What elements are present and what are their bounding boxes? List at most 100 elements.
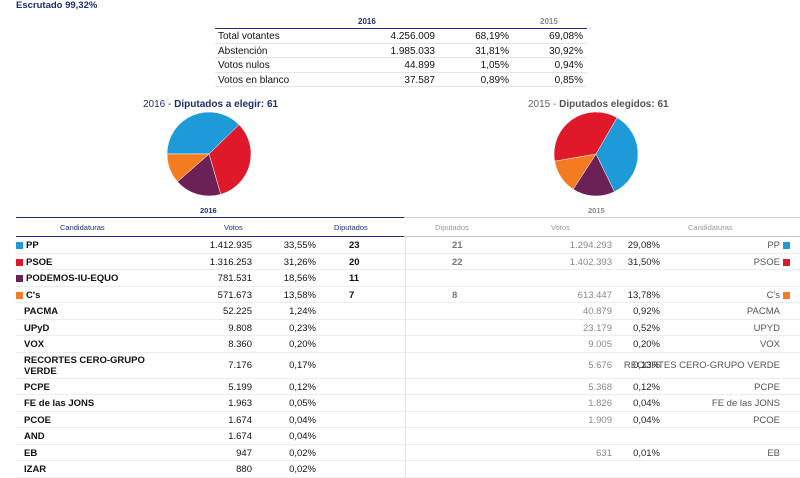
party-votes: 1.674 — [228, 431, 252, 442]
party-name-prev: FE de las JONS — [711, 398, 780, 409]
pie-title-current-year: 2016 - — [143, 99, 175, 110]
pie-slice-podemos — [572, 153, 615, 197]
party-name-prev: VOX — [759, 339, 780, 350]
party-name: VOX — [24, 339, 45, 350]
party-votes-prev: 1.294.293 — [569, 240, 612, 251]
summary-row: Total votantes 4.256.009 68,19% 69,08% — [215, 29, 587, 44]
party-votes: 8.360 — [228, 339, 252, 350]
party-votes: 9.808 — [228, 322, 252, 334]
header-votos: Votos — [224, 223, 243, 232]
party-name-prev: EB — [767, 447, 780, 459]
party-name: PSOE — [26, 256, 53, 268]
party-votes: 1.316.253 — [209, 256, 252, 268]
party-name-prev: PSOE — [753, 256, 780, 268]
summary-pct-current: 31,81% — [475, 45, 509, 57]
pie-slice-c-s — [166, 153, 210, 183]
party-color-swatch — [16, 275, 23, 282]
pie-title-previous-year: 2015 - — [528, 99, 560, 110]
header-diputados-prev: Diputados — [435, 223, 469, 232]
party-pct: 0,17% — [289, 359, 316, 371]
party-pct: 18,56% — [283, 273, 316, 284]
pie-slice-podemos-iu-equo — [177, 153, 222, 197]
pie-slice-psoe — [208, 124, 252, 195]
results-row: UPyD 9.808 0,23% 23.179 0,52% UPYD — [16, 320, 800, 336]
results-row: PACMA 52.225 1,24% 40.879 0,92% PACMA — [16, 303, 800, 320]
pie-slice-pp — [166, 111, 240, 155]
party-name-prev: PACMA — [746, 306, 780, 317]
results-row: RECORTES CERO-GRUPO VERDE 7.176 0,17% 5.676… — [16, 353, 800, 379]
results-header: Candidaturas Votos Diputados Diputados V… — [16, 217, 800, 237]
summary-pct-current: 1,05% — [480, 60, 509, 71]
summary-year-previous: 2015 — [540, 17, 558, 26]
party-pct: 0,20% — [289, 339, 316, 350]
pie-title-current-label: Diputados a elegir: — [174, 99, 265, 110]
party-name: EB — [24, 447, 38, 459]
summary-label: Votos en blanco — [218, 74, 290, 86]
participation-summary-table: 2016 2015 Total votantes 4.256.009 68,19% 6… — [215, 14, 587, 87]
party-name-prev: PCOE — [753, 414, 780, 426]
party-votes-prev: 1.826 — [588, 398, 612, 409]
header-votos-prev: Votos — [551, 223, 570, 232]
summary-votes: 37.587 — [404, 74, 435, 86]
party-pct-prev: 0,12% — [633, 381, 660, 393]
party-votes: 1.963 — [228, 398, 252, 409]
results-year-current: 2016 — [200, 206, 217, 215]
pie-slice-psoe — [553, 111, 618, 162]
pie-title-previous-count: 61 — [657, 99, 669, 110]
party-pct: 0,02% — [289, 464, 316, 475]
summary-votes: 44.899 — [404, 60, 435, 71]
party-name: UPyD — [24, 322, 50, 334]
party-pct-prev: 0,20% — [633, 339, 660, 350]
party-pct-prev: 0,04% — [633, 414, 660, 426]
party-name: PCOE — [24, 414, 51, 426]
scrutiny-status: Escrutado 99,32% — [16, 0, 98, 11]
summary-pct-previous: 0,94% — [554, 60, 583, 71]
party-pct: 1,24% — [289, 306, 316, 317]
party-name-prev: PCPE — [754, 381, 780, 393]
party-votes-prev: 23.179 — [582, 322, 612, 334]
party-pct: 0,02% — [289, 447, 316, 459]
results-row: C's 571.673 13,58% 7 8 613.447 13,78% C's — [16, 287, 800, 303]
party-name-prev: PP — [767, 240, 780, 251]
summary-pct-previous: 30,92% — [549, 45, 583, 57]
party-votes: 1.412.935 — [209, 240, 252, 251]
party-votes-prev: 5.676 — [588, 359, 612, 371]
party-seats: 7 — [349, 289, 355, 301]
results-row: PCOE 1.674 0,04% 1.909 0,04% PCOE — [16, 412, 800, 428]
party-seats: 11 — [349, 273, 360, 284]
results-year-previous: 2015 — [588, 206, 605, 215]
party-seats-prev: 8 — [452, 289, 458, 301]
summary-pct-current: 0,89% — [480, 74, 509, 86]
pie-title-current-count: 61 — [266, 99, 279, 110]
party-pct: 0,04% — [289, 414, 316, 426]
party-name: PODEMOS-IU-EQUO — [26, 273, 119, 284]
party-color-swatch-prev — [783, 258, 790, 266]
pie-title-previous: 2015 - Diputados elegidos: 61 — [528, 99, 669, 110]
party-name: PCPE — [24, 381, 50, 393]
summary-year-current: 2016 — [358, 17, 376, 26]
results-row: IZAR 880 0,02% — [16, 461, 800, 478]
summary-pct-previous: 0,85% — [554, 74, 583, 86]
results-table-body: PP 1.412.935 33,55% 23 21 1.294.293 29,08% PP PS… — [16, 237, 800, 478]
party-name-prev: UPYD — [753, 322, 780, 334]
results-row: PODEMOS-IU-EQUO 781.531 18,56% 11 — [16, 270, 800, 287]
results-row: EB 947 0,02% 631 0,01% EB — [16, 445, 800, 461]
party-seats-prev: 22 — [452, 256, 463, 268]
party-name: PACMA — [24, 306, 59, 317]
party-name-prev: RECORTES CERO-GRUPO VERDE — [623, 359, 780, 371]
summary-votes: 1.985.033 — [390, 45, 436, 57]
results-header-current: Candidaturas Votos Diputados — [16, 217, 404, 237]
summary-label: Abstención — [218, 45, 268, 57]
party-pct: 31,26% — [283, 256, 316, 268]
party-pct-prev: 0,04% — [633, 398, 660, 409]
party-color-swatch-prev — [783, 291, 790, 299]
party-pct-prev: 0,52% — [633, 322, 660, 334]
party-pct-prev: 0,13% — [633, 359, 660, 371]
party-pct-prev: 31,50% — [627, 256, 660, 268]
party-pct-prev: 29,08% — [627, 240, 660, 251]
party-pct-prev: 13,78% — [627, 289, 660, 301]
party-votes-prev: 613.447 — [577, 289, 612, 301]
party-votes: 947 — [236, 447, 252, 459]
party-color-swatch — [16, 242, 23, 249]
party-votes: 52.225 — [222, 306, 252, 317]
